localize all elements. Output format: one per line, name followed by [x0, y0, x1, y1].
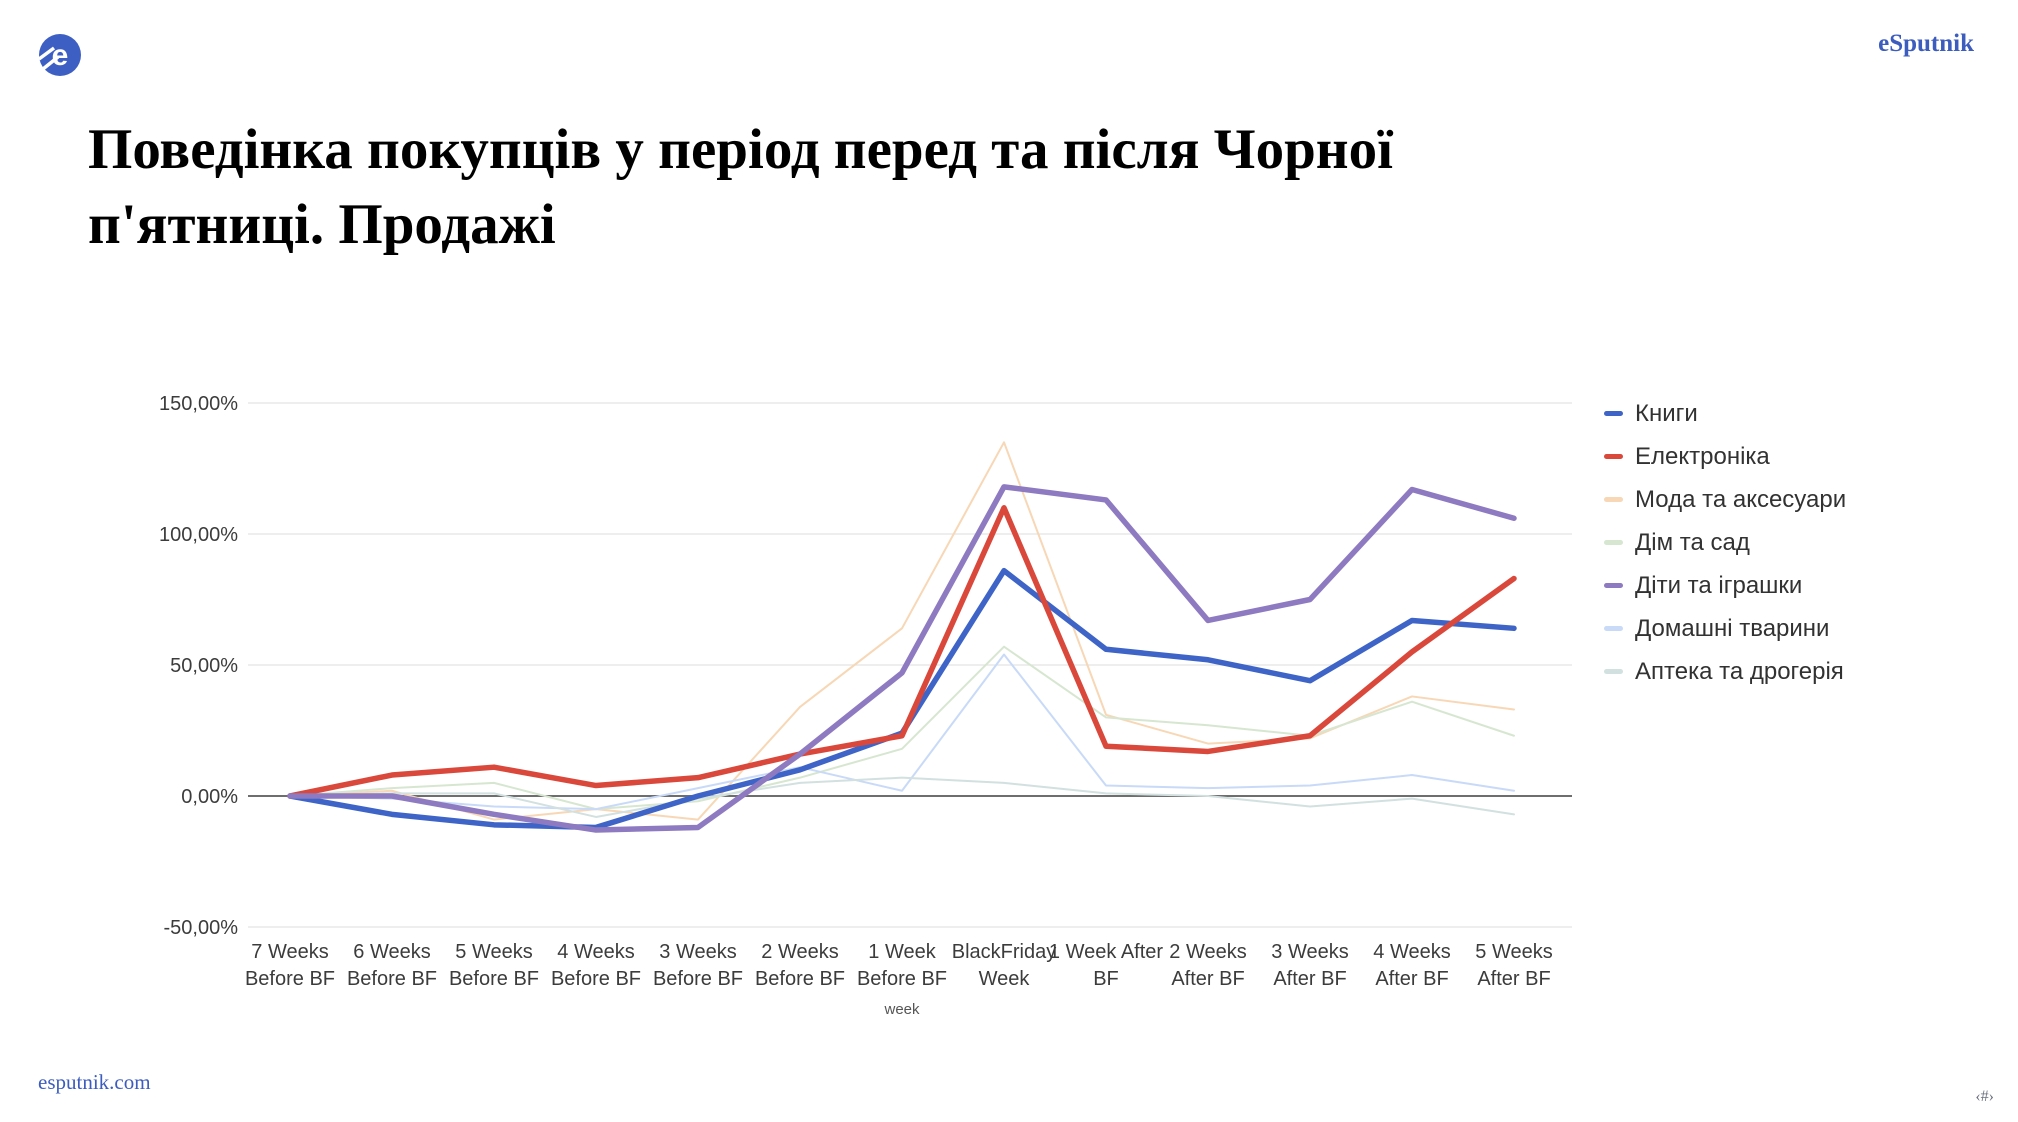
legend-item: Аптека та дрогерія: [1604, 650, 1846, 693]
legend-item: Діти та іграшки: [1604, 564, 1846, 607]
slide-number-placeholder: ‹#›: [1975, 1088, 1994, 1105]
x-axis-tick-label: 4 Weeks After BF: [1373, 941, 1450, 990]
legend-swatch: [1604, 454, 1623, 459]
x-axis-tick-label: 2 Weeks Before BF: [755, 941, 845, 990]
legend-item: Книги: [1604, 392, 1846, 435]
svg-text:e: e: [52, 39, 69, 72]
legend-label: Дім та сад: [1635, 528, 1750, 556]
series-line-2: [287, 505, 1517, 799]
legend-swatch: [1604, 583, 1623, 588]
series-line-3: [289, 441, 1515, 821]
legend-swatch: [1604, 540, 1623, 545]
series-line-7: [289, 776, 1515, 818]
x-axis-tick-label: 4 Weeks Before BF: [551, 941, 641, 990]
x-axis-tick-label: 1 Week Before BF: [857, 941, 947, 990]
brand-text: eSputnik: [1878, 30, 1974, 57]
y-axis-tick-label: 150,00%: [159, 393, 238, 415]
x-axis-tick-label: 3 Weeks Before BF: [653, 941, 743, 990]
legend-item: Домашні тварини: [1604, 607, 1846, 650]
y-axis-tick-label: 100,00%: [159, 524, 238, 546]
x-axis-tick-label: 1 Week After BF: [1049, 941, 1163, 990]
legend-swatch: [1604, 497, 1623, 502]
legend-label: Домашні тварини: [1635, 614, 1830, 642]
x-axis-tick-label: 2 Weeks After BF: [1169, 941, 1246, 990]
x-axis-tick-label: 7 Weeks Before BF: [245, 941, 335, 990]
legend-label: Електроніка: [1635, 442, 1770, 470]
x-axis-tick-label: 5 Weeks After BF: [1475, 941, 1552, 990]
y-axis-tick-label: 0,00%: [181, 786, 238, 808]
chart-legend: Книги Електроніка Мода та аксесуари Дім та …: [1604, 392, 1846, 693]
x-axis-tick-label: 6 Weeks Before BF: [347, 941, 437, 990]
x-axis-title: week: [883, 1001, 920, 1018]
esputnik-logo: e: [37, 33, 82, 77]
site-link[interactable]: esputnik.com: [38, 1070, 151, 1094]
title-line-2: п'ятниці. Продажі: [88, 193, 556, 257]
series-line-1: [287, 567, 1517, 831]
legend-swatch: [1604, 411, 1623, 416]
series-line-5: [287, 484, 1517, 833]
legend-item: Мода та аксесуари: [1604, 478, 1846, 521]
legend-swatch: [1604, 626, 1623, 631]
series-line-6: [289, 653, 1515, 811]
legend-label: Діти та іграшки: [1635, 571, 1803, 599]
x-axis-tick-label: 3 Weeks After BF: [1271, 941, 1348, 990]
y-axis-tick-label: 50,00%: [170, 655, 238, 677]
legend-label: Мода та аксесуари: [1635, 485, 1847, 513]
legend-swatch: [1604, 669, 1623, 674]
legend-label: Книги: [1635, 399, 1698, 427]
legend-label: Аптека та дрогерія: [1635, 657, 1844, 685]
page-title: Поведінка покупців у період перед та піс…: [88, 112, 1848, 262]
legend-item: Електроніка: [1604, 435, 1846, 478]
legend-item: Дім та сад: [1604, 521, 1846, 564]
title-line-1: Поведінка покупців у період перед та піс…: [88, 118, 1393, 181]
x-axis-tick-label: 5 Weeks Before BF: [449, 941, 539, 990]
y-axis-tick-label: -50,00%: [164, 917, 239, 939]
x-axis-tick-label: BlackFriday Week: [952, 941, 1056, 990]
